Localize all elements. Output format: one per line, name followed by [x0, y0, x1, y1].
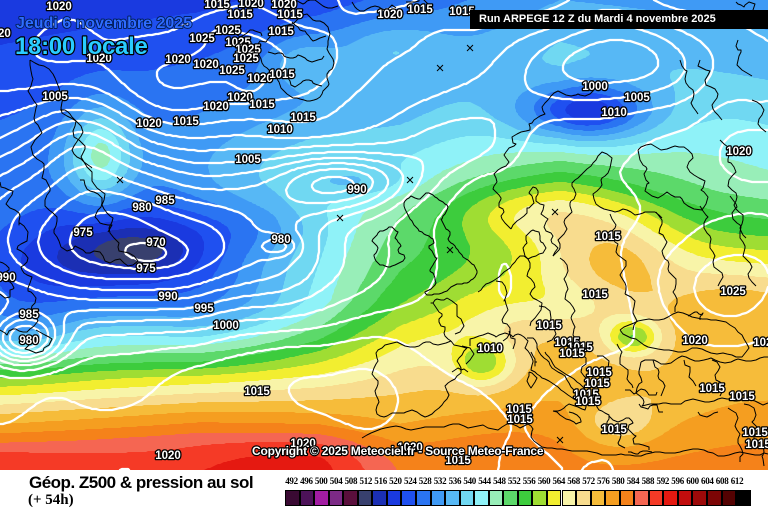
svg-text:1020: 1020: [271, 0, 297, 11]
svg-text:990: 990: [347, 184, 366, 196]
svg-text:1025: 1025: [219, 65, 245, 77]
svg-text:1020: 1020: [397, 442, 423, 454]
svg-text:1020: 1020: [290, 438, 316, 450]
svg-text:1015: 1015: [268, 26, 294, 38]
svg-text:1010: 1010: [601, 107, 627, 119]
svg-text:1015: 1015: [204, 0, 230, 11]
svg-text:1020: 1020: [46, 1, 72, 13]
svg-text:990: 990: [0, 272, 16, 284]
svg-text:1015: 1015: [582, 289, 608, 301]
svg-text:18:00 locale: 18:00 locale: [15, 33, 148, 60]
svg-text:1015: 1015: [269, 69, 295, 81]
svg-text:1015: 1015: [575, 396, 601, 408]
svg-text:980: 980: [132, 202, 151, 214]
svg-text:1015: 1015: [227, 9, 253, 21]
svg-text:1020: 1020: [726, 146, 752, 158]
svg-text:1010: 1010: [477, 343, 503, 355]
svg-text:1015: 1015: [506, 404, 532, 416]
svg-text:970: 970: [146, 237, 165, 249]
svg-text:1025: 1025: [225, 37, 251, 49]
svg-text:Jeudi 6 novembre 2025: Jeudi 6 novembre 2025: [16, 15, 192, 32]
svg-text:1020: 1020: [86, 53, 112, 65]
svg-text:1015: 1015: [249, 99, 275, 111]
svg-text:1015: 1015: [536, 320, 562, 332]
svg-text:1015: 1015: [554, 337, 580, 349]
svg-text:1015: 1015: [173, 116, 199, 128]
svg-text:1025: 1025: [720, 286, 746, 298]
svg-text:1000: 1000: [582, 81, 608, 93]
svg-text:1010: 1010: [267, 124, 293, 136]
svg-text:990: 990: [158, 291, 177, 303]
svg-text:1020: 1020: [203, 101, 229, 113]
svg-text:1020: 1020: [377, 9, 403, 21]
svg-text:1015: 1015: [449, 6, 475, 18]
svg-text:1015: 1015: [407, 4, 433, 16]
svg-text:1020: 1020: [0, 28, 11, 40]
svg-text:1000: 1000: [213, 320, 239, 332]
svg-text:1015: 1015: [559, 348, 585, 360]
svg-text:1020: 1020: [247, 73, 273, 85]
svg-text:980: 980: [19, 335, 38, 347]
svg-text:Copyright © 2025 Meteociel.fr: Copyright © 2025 Meteociel.fr - Source M…: [252, 444, 544, 458]
svg-text:1015: 1015: [573, 389, 599, 401]
svg-text:985: 985: [155, 195, 175, 207]
svg-text:1020: 1020: [155, 450, 181, 462]
svg-text:1015: 1015: [586, 367, 612, 379]
svg-text:1005: 1005: [624, 92, 650, 104]
svg-text:1015: 1015: [244, 386, 270, 398]
svg-text:995: 995: [194, 303, 214, 315]
svg-text:975: 975: [73, 227, 93, 239]
svg-text:1020: 1020: [238, 0, 264, 10]
svg-text:1015: 1015: [445, 455, 471, 467]
svg-text:1015: 1015: [567, 342, 593, 354]
svg-text:980: 980: [271, 234, 290, 246]
svg-text:1015: 1015: [601, 424, 627, 436]
svg-text:1020: 1020: [165, 54, 191, 66]
svg-text:1015: 1015: [699, 383, 725, 395]
svg-text:1025: 1025: [233, 53, 259, 65]
svg-text:1015: 1015: [742, 427, 768, 439]
svg-text:1020: 1020: [193, 59, 219, 71]
svg-text:1025: 1025: [235, 44, 261, 56]
svg-text:985: 985: [19, 309, 39, 321]
svg-text:1015: 1015: [729, 391, 755, 403]
svg-text:1025: 1025: [215, 25, 241, 37]
svg-text:1020: 1020: [753, 337, 768, 349]
svg-text:1015: 1015: [745, 439, 768, 451]
svg-text:1025: 1025: [189, 33, 215, 45]
svg-text:1015: 1015: [277, 9, 303, 21]
svg-text:1015: 1015: [584, 378, 610, 390]
svg-text:1020: 1020: [136, 118, 162, 130]
svg-text:1015: 1015: [595, 231, 621, 243]
svg-text:975: 975: [136, 263, 156, 275]
svg-text:1005: 1005: [42, 91, 68, 103]
svg-text:1020: 1020: [227, 92, 253, 104]
svg-text:1020: 1020: [682, 335, 708, 347]
svg-text:1015: 1015: [507, 414, 533, 426]
svg-text:1015: 1015: [290, 112, 316, 124]
svg-text:1005: 1005: [235, 154, 261, 166]
